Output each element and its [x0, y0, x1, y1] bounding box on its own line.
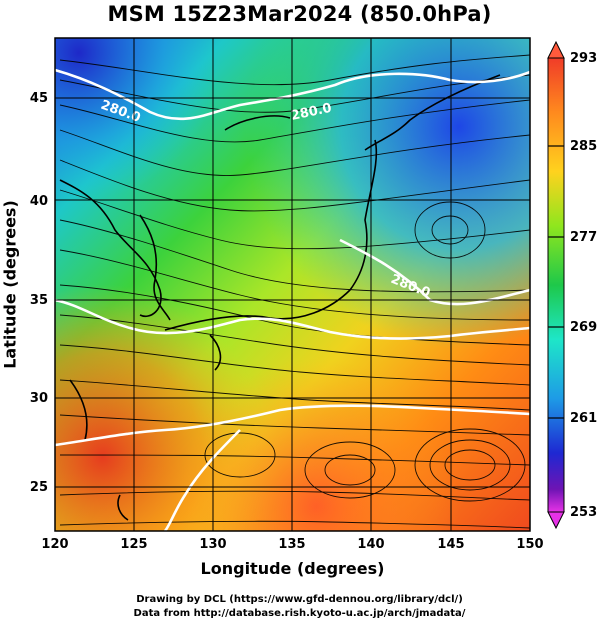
x-tick-label: 150: [516, 537, 543, 552]
colorbar-label: 293: [570, 51, 597, 66]
x-tick-label: 135: [278, 537, 305, 552]
colorbar-ramp: [547, 57, 565, 513]
colorbar-label: 269: [570, 320, 597, 335]
y-tick-label: 45: [30, 91, 48, 106]
y-axis-label: Latitude (degrees): [0, 200, 20, 369]
chart-title: MSM 15Z23Mar2024 (850.0hPa): [107, 2, 492, 26]
gridlines: [55, 38, 530, 531]
streamlines: [59, 54, 530, 529]
y-tick-label: 30: [30, 391, 48, 406]
credit-drawing: Drawing by DCL (https://www.gfd-dennou.o…: [136, 594, 463, 605]
colorbar-bottom-triangle: [547, 511, 565, 530]
x-tick-label: 125: [120, 537, 147, 552]
x-tick-label: 120: [41, 537, 68, 552]
y-tick-label: 35: [30, 293, 48, 308]
x-tick-labels: 120 125 130 135 140 145 150: [41, 537, 543, 552]
colorbar-label: 277: [570, 230, 597, 245]
x-tick-label: 140: [357, 537, 384, 552]
y-tick-labels: 25 30 35 40 45: [30, 91, 48, 495]
colorbar: 293 285 277 269 261 253: [547, 40, 597, 530]
colorbar-label: 285: [570, 139, 597, 154]
coastlines: [59, 74, 501, 521]
x-axis-label: Longitude (degrees): [200, 559, 385, 578]
colorbar-top-triangle: [547, 40, 565, 59]
plot-frame: [54, 37, 531, 532]
x-tick-label: 145: [437, 537, 464, 552]
colorbar-label: 261: [570, 411, 597, 426]
credit-data: Data from http://database.rish.kyoto-u.a…: [133, 608, 466, 619]
y-tick-label: 40: [30, 194, 48, 209]
y-tick-label: 25: [30, 480, 48, 495]
colorbar-label: 253: [570, 505, 597, 520]
x-tick-label: 130: [199, 537, 226, 552]
